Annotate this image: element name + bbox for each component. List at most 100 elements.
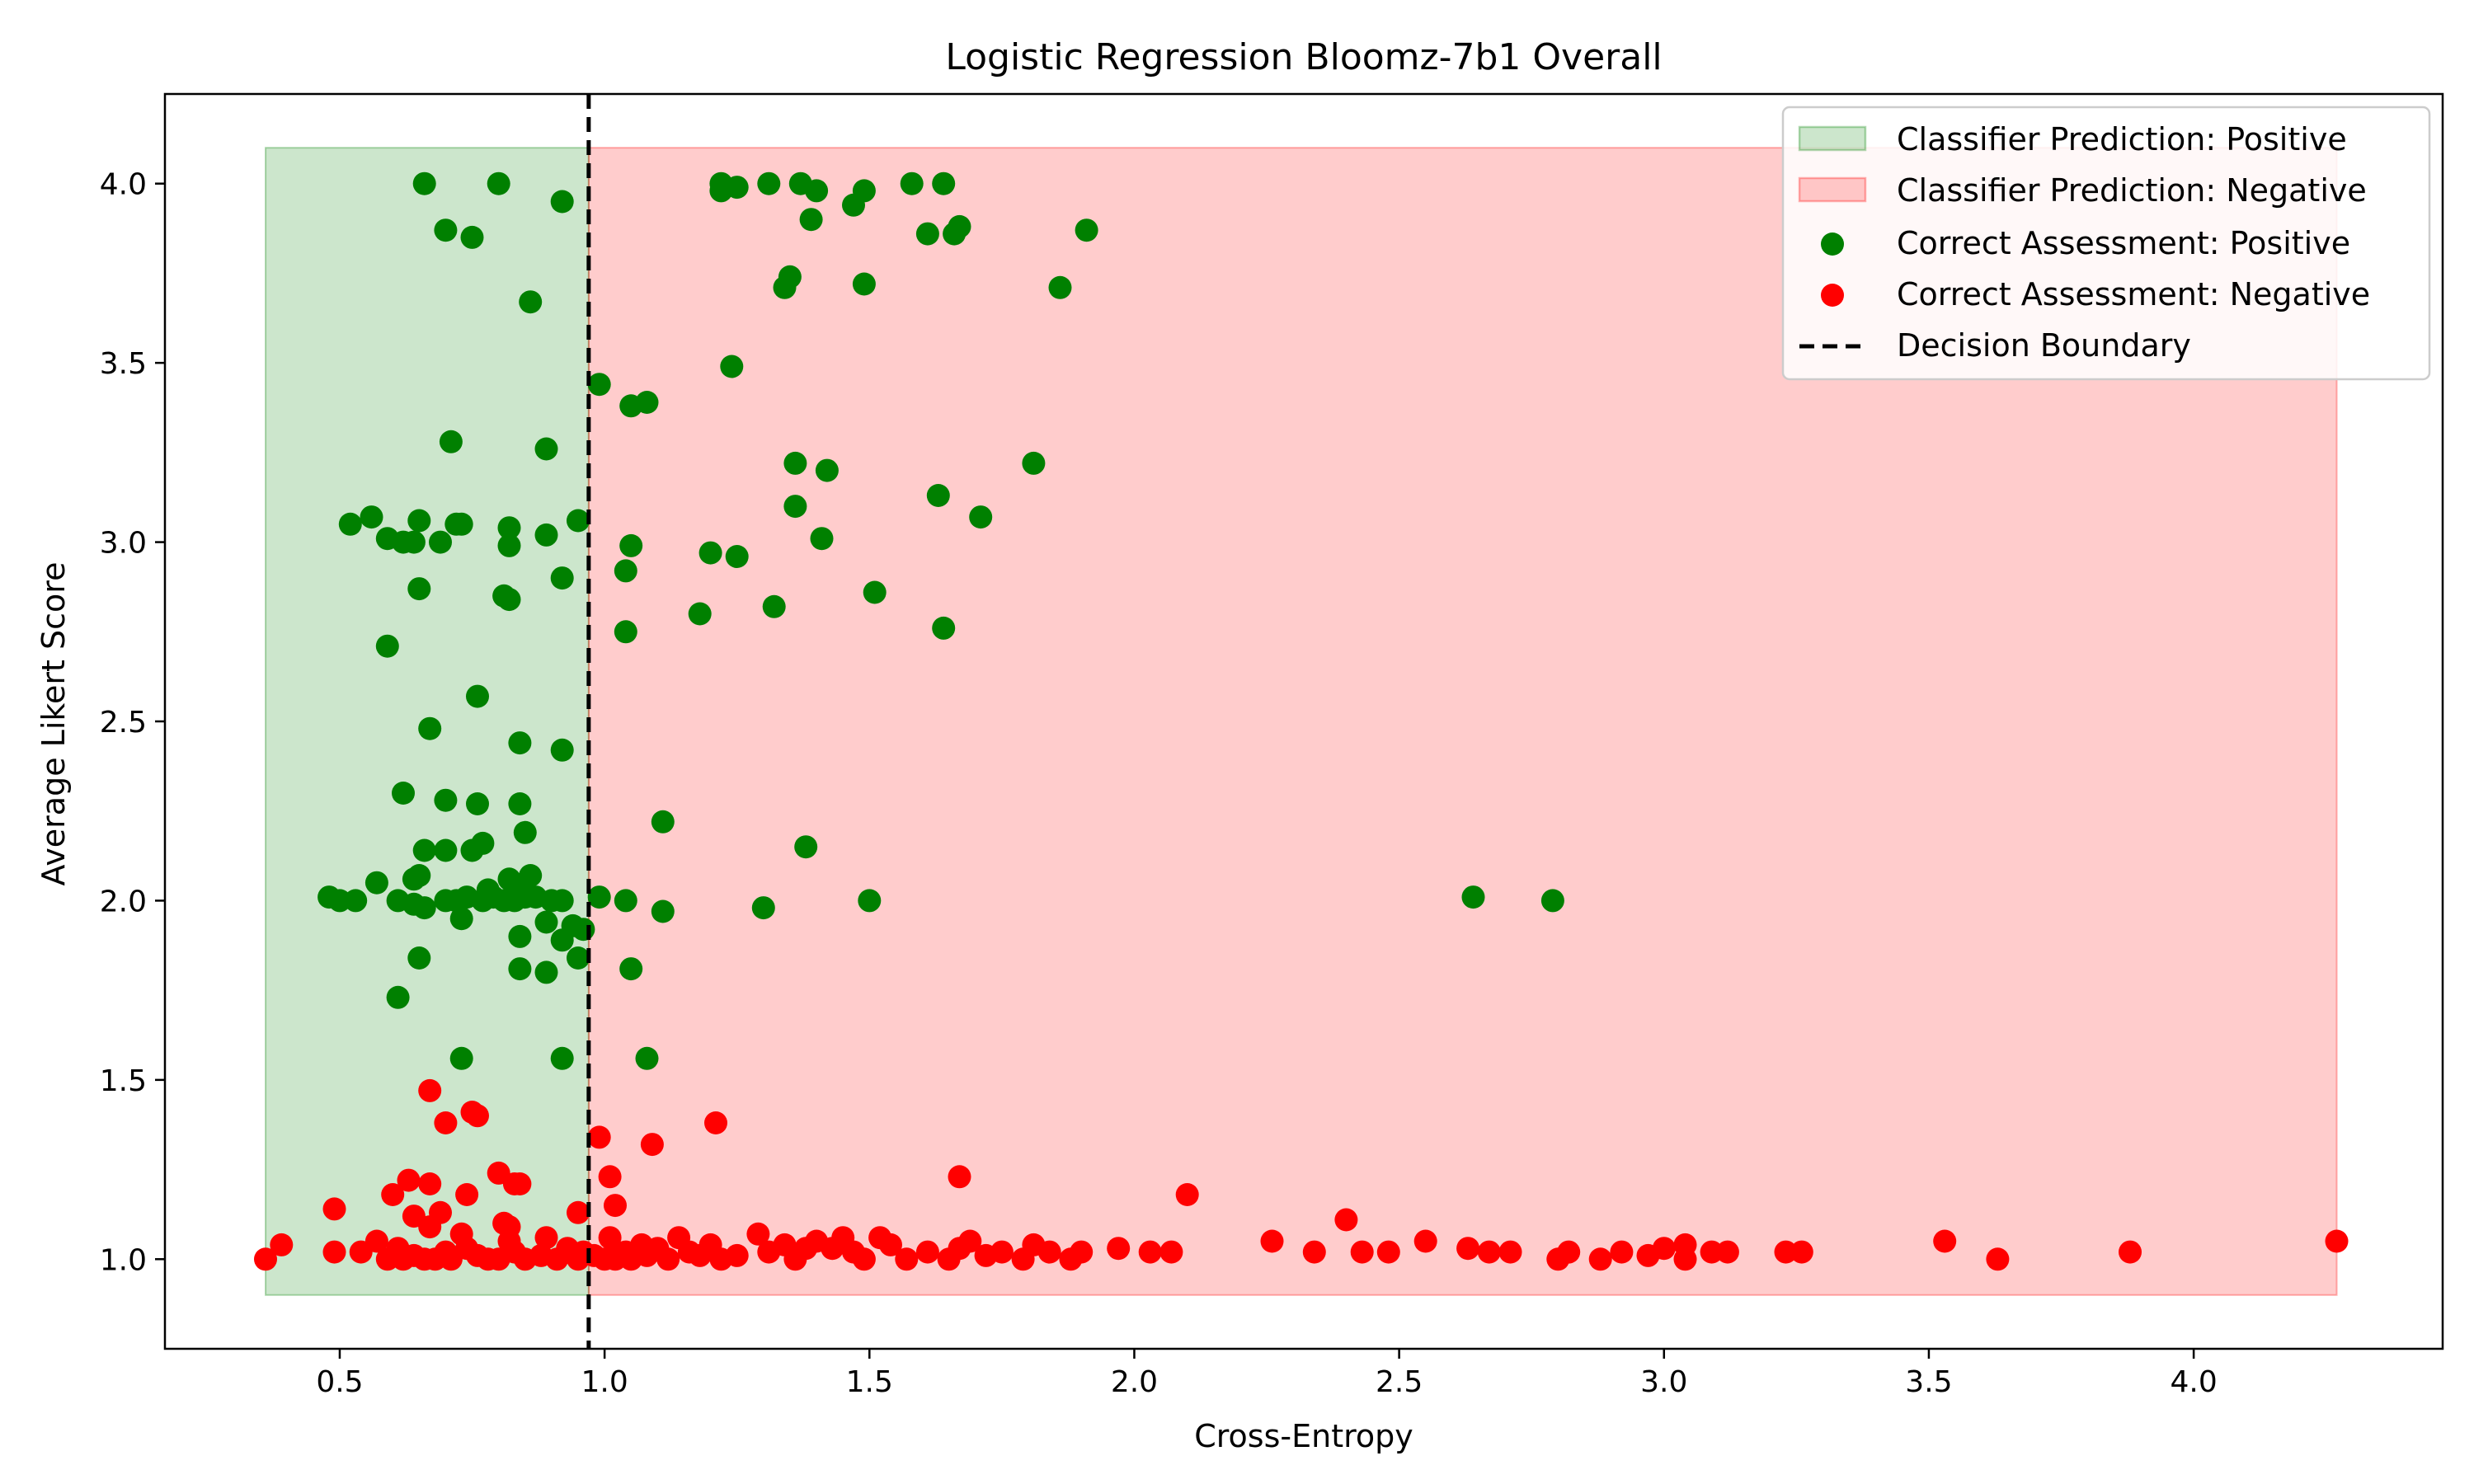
positive-point xyxy=(783,451,807,475)
positive-point xyxy=(418,716,442,740)
negative-point xyxy=(2119,1240,2142,1264)
negative-point xyxy=(1588,1247,1612,1271)
positive-point xyxy=(497,516,521,540)
negative-point xyxy=(1302,1240,1326,1264)
legend-label-positive-series: Correct Assessment: Positive xyxy=(1897,225,2350,261)
negative-point xyxy=(455,1183,479,1206)
negative-point xyxy=(1673,1247,1697,1271)
positive-point xyxy=(762,594,786,618)
negative-point xyxy=(640,1133,664,1157)
negative-point xyxy=(365,1229,388,1253)
negative-point xyxy=(1498,1240,1522,1264)
negative-point xyxy=(1557,1240,1581,1264)
positive-point xyxy=(534,910,558,934)
positive-point xyxy=(926,484,950,507)
y-axis-label: Average Likert Score xyxy=(35,562,72,886)
x-tick-label: 3.0 xyxy=(1640,1365,1687,1399)
negative-point xyxy=(1986,1247,2010,1271)
positive-point xyxy=(519,864,543,887)
positive-point xyxy=(434,838,458,862)
negative-point xyxy=(604,1194,627,1218)
positive-point xyxy=(386,985,410,1009)
x-tick-label: 2.0 xyxy=(1111,1365,1158,1399)
negative-point xyxy=(1175,1183,1199,1206)
positive-point xyxy=(550,889,574,913)
positive-point xyxy=(466,684,489,708)
positive-point xyxy=(783,495,807,519)
positive-point xyxy=(799,208,823,232)
positive-point xyxy=(429,530,452,554)
y-axis: 1.0 1.5 2.0 2.5 3.0 3.5 4.0 xyxy=(100,168,165,1277)
legend-marker-negative xyxy=(1821,284,1844,307)
negative-point xyxy=(1774,1240,1798,1264)
negative-point xyxy=(418,1172,442,1195)
negative-point xyxy=(1350,1240,1374,1264)
positive-point xyxy=(948,214,971,238)
positive-point xyxy=(619,533,643,557)
positive-point xyxy=(932,616,956,640)
positive-point xyxy=(852,179,876,203)
positive-point xyxy=(534,437,558,461)
positive-point xyxy=(508,924,532,948)
positive-point xyxy=(534,523,558,547)
positive-point xyxy=(810,527,834,551)
positive-point xyxy=(550,190,574,214)
positive-point xyxy=(1022,451,1046,475)
positive-point xyxy=(635,391,659,414)
positive-point xyxy=(365,871,388,895)
positive-point xyxy=(635,1046,659,1070)
negative-point xyxy=(1456,1237,1480,1261)
negative-point xyxy=(1159,1240,1183,1264)
positive-point xyxy=(460,225,484,249)
negative-point xyxy=(1334,1208,1358,1232)
legend: Classifier Prediction: Positive Classifi… xyxy=(1781,106,2431,381)
negative-point xyxy=(434,1111,458,1134)
y-tick-label: 4.0 xyxy=(100,168,147,202)
negative-point xyxy=(567,1200,590,1224)
negative-point xyxy=(1376,1240,1400,1264)
positive-point xyxy=(698,541,722,565)
positive-point xyxy=(508,957,532,981)
positive-point xyxy=(534,960,558,984)
positive-point xyxy=(497,588,521,612)
positive-point xyxy=(550,566,574,590)
positive-point xyxy=(407,864,431,887)
negative-point xyxy=(534,1226,558,1250)
negative-point xyxy=(466,1104,489,1128)
positive-point xyxy=(587,885,611,909)
legend-swatch-negative-region xyxy=(1798,176,1867,203)
positive-point xyxy=(571,918,595,942)
negative-point xyxy=(915,1240,939,1264)
positive-point xyxy=(651,899,675,923)
positive-point xyxy=(567,509,590,533)
positive-point xyxy=(328,889,351,913)
positive-point xyxy=(1075,218,1098,242)
positive-point xyxy=(407,509,431,533)
positive-point xyxy=(619,957,643,981)
negative-point xyxy=(322,1240,346,1264)
positive-point xyxy=(725,176,749,200)
y-tick-label: 2.5 xyxy=(100,706,147,740)
positive-point xyxy=(794,835,818,859)
legend-label-boundary: Decision Boundary xyxy=(1897,327,2191,364)
positive-point xyxy=(513,820,537,844)
positive-point xyxy=(407,577,431,601)
negative-point xyxy=(1715,1240,1739,1264)
positive-point xyxy=(688,602,712,626)
negative-point xyxy=(895,1247,919,1271)
negative-point xyxy=(2325,1229,2349,1253)
x-tick-label: 3.5 xyxy=(1905,1365,1952,1399)
positive-point xyxy=(757,171,781,195)
negative-point xyxy=(958,1229,982,1253)
x-tick-label: 1.0 xyxy=(581,1365,628,1399)
positive-point xyxy=(1461,885,1485,909)
positive-point xyxy=(815,458,839,482)
positive-point xyxy=(434,788,458,812)
positive-point xyxy=(392,782,415,805)
y-tick-label: 2.0 xyxy=(100,885,147,918)
negative-point xyxy=(1107,1237,1131,1261)
positive-point xyxy=(969,505,993,529)
positive-point xyxy=(773,275,797,299)
negative-point xyxy=(852,1247,876,1271)
